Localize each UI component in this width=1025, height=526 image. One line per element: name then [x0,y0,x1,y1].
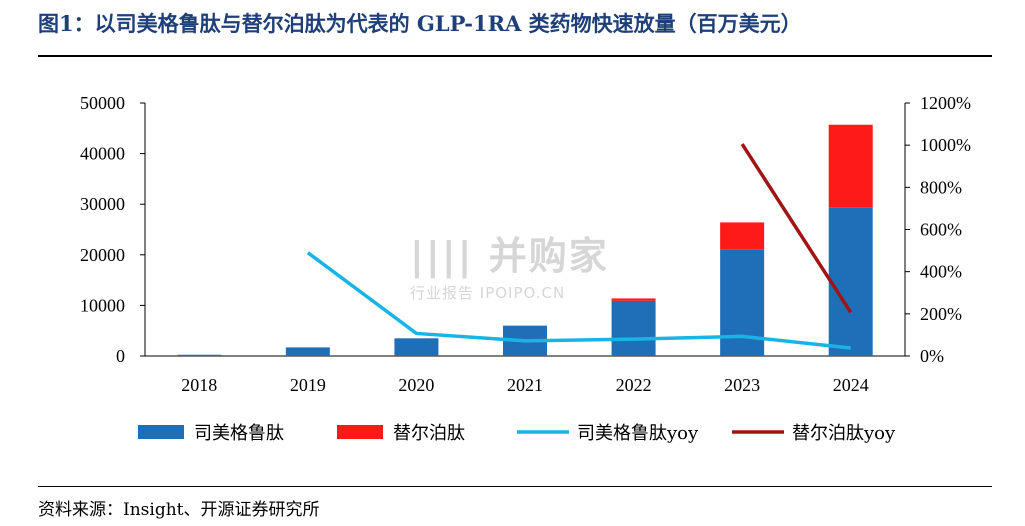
right-y-axis: 0% 200% 400% 600% 800% 1000% 1200% [904,93,971,366]
bar-series [177,124,873,356]
bar-司美格鲁肽 [720,249,765,356]
right-tick-label: 200% [920,304,962,324]
left-tick-label: 30000 [80,194,125,214]
left-tick-label: 10000 [80,295,125,315]
line-司美格鲁肽yoy [306,251,851,350]
x-tick-label: 2019 [290,375,326,395]
x-tick-label: 2022 [616,375,652,395]
source-divider [38,486,992,487]
left-tick-label: 50000 [80,93,125,113]
bar-司美格鲁肽 [611,300,656,356]
legend-label: 替尔泊肽 [393,423,465,444]
title-divider [38,55,992,57]
line-替尔泊肽yoy [740,143,853,314]
legend-label: 替尔泊肽yoy [792,423,896,444]
chart-legend: 司美格鲁肽 替尔泊肽 司美格鲁肽yoy 替尔泊肽yoy [138,423,896,444]
bar-司美格鲁肽 [828,207,873,356]
legend-swatch [138,425,184,439]
right-tick-label: 0% [920,346,944,366]
legend-label: 司美格鲁肽 [194,423,284,444]
x-tick-label: 2024 [833,375,869,395]
bar-替尔泊肽 [611,298,656,301]
bar-替尔泊肽 [828,124,873,208]
source-note: 资料来源：Insight、开源证券研究所 [38,500,320,520]
right-tick-label: 1000% [920,135,971,155]
legend-label: 司美格鲁肽yoy [577,423,699,444]
x-tick-label: 2020 [398,375,434,395]
bar-替尔泊肽 [720,222,765,250]
right-tick-label: 400% [920,262,962,282]
left-tick-label: 20000 [80,245,125,265]
left-y-axis: 0 10000 20000 30000 40000 50000 [80,93,146,366]
x-tick-label: 2023 [724,375,760,395]
x-axis: 2018 2019 2020 2021 2022 2023 2024 [145,355,905,395]
bar-司美格鲁肽 [394,338,439,356]
right-tick-label: 800% [920,177,962,197]
bar-司美格鲁肽 [285,347,330,356]
left-tick-label: 0 [116,346,125,366]
left-tick-label: 40000 [80,144,125,164]
legend-swatch [337,425,383,439]
x-tick-label: 2018 [181,375,217,395]
bar-司美格鲁肽 [177,354,222,356]
chart-svg: 0 10000 20000 30000 40000 50000 0% 200% 400% 600… [80,93,971,444]
x-tick-label: 2021 [507,375,543,395]
right-tick-label: 1200% [920,93,971,113]
chart-title: 图1：以司美格鲁肽与替尔泊肽为代表的 GLP-1RA 类药物快速放量（百万美元） [38,11,802,36]
line-series [306,143,853,350]
right-tick-label: 600% [920,220,962,240]
